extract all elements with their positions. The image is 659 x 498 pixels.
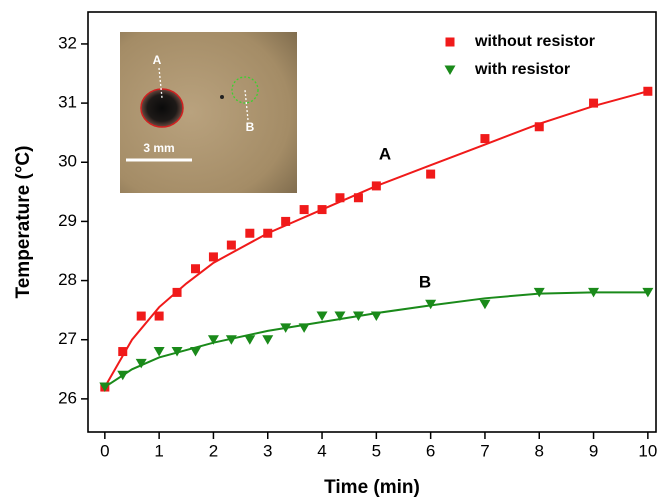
- data-point: [135, 358, 147, 369]
- inset-circle: [231, 76, 259, 104]
- data-point: [589, 98, 599, 108]
- inset-hole: [140, 88, 184, 128]
- x-tick-label: 9: [589, 441, 598, 460]
- y-tick-label: 31: [58, 93, 77, 112]
- data-point: [154, 311, 164, 321]
- y-tick-label: 28: [58, 270, 77, 289]
- x-tick-label: 4: [317, 441, 326, 460]
- data-point: [191, 264, 201, 274]
- x-tick-label: 8: [535, 441, 544, 460]
- data-point: [316, 311, 328, 322]
- annotation: A: [379, 144, 391, 163]
- data-point: [118, 347, 128, 357]
- data-point: [171, 347, 183, 357]
- inset-arrow: [158, 67, 163, 99]
- data-point: [99, 382, 111, 393]
- y-tick-label: 30: [58, 152, 77, 171]
- x-tick-label: 5: [372, 441, 381, 460]
- data-point: [534, 122, 544, 132]
- data-point: [208, 252, 218, 262]
- x-tick-label: 10: [638, 441, 657, 460]
- data-point: [352, 311, 364, 322]
- data-point: [172, 287, 182, 297]
- inset-arrow: [244, 89, 249, 121]
- data-point: [317, 205, 327, 215]
- y-axis-title: Temperature (°C): [13, 146, 34, 299]
- x-tick-label: 7: [480, 441, 489, 460]
- y-tick-label: 27: [58, 329, 77, 348]
- data-point: [370, 311, 382, 322]
- fit-curve: [104, 291, 648, 388]
- data-point: [117, 370, 129, 381]
- inset-photo: A B 3 mm: [120, 32, 297, 193]
- data-point: [280, 323, 292, 333]
- data-point: [225, 335, 237, 345]
- x-axis-title: Time (min): [324, 477, 420, 498]
- x-tick-label: 3: [263, 441, 272, 460]
- inset-spot: [220, 95, 224, 99]
- scale-bar-label: 3 mm: [143, 141, 174, 155]
- y-tick-label: 29: [58, 211, 77, 230]
- data-point: [588, 287, 600, 298]
- data-point: [263, 228, 273, 238]
- data-point: [245, 228, 255, 238]
- x-tick-label: 1: [154, 441, 163, 460]
- y-tick-label: 32: [58, 33, 77, 52]
- data-point: [335, 193, 345, 203]
- data-point: [136, 311, 146, 321]
- data-point: [226, 240, 236, 250]
- annotation: B: [419, 272, 431, 291]
- data-point: [533, 287, 545, 298]
- legend-label: with resistor: [474, 61, 570, 78]
- legend-marker: [444, 65, 456, 75]
- data-point: [371, 181, 381, 191]
- data-point: [298, 323, 310, 333]
- data-point: [262, 335, 274, 345]
- data-point: [190, 347, 202, 357]
- data-point: [642, 287, 654, 298]
- legend-label: without resistor: [474, 33, 595, 50]
- legend-marker: [445, 37, 455, 47]
- x-tick-label: 0: [100, 441, 109, 460]
- data-point: [479, 299, 491, 310]
- y-tick-label: 26: [58, 388, 77, 407]
- data-point: [244, 335, 256, 345]
- x-tick-label: 6: [426, 441, 435, 460]
- data-point: [299, 205, 309, 215]
- inset-label: A: [153, 53, 162, 67]
- data-point: [353, 193, 363, 203]
- data-point: [643, 86, 653, 96]
- data-point: [480, 134, 490, 144]
- data-point: [334, 311, 346, 322]
- inset-label: B: [246, 120, 255, 134]
- data-point: [426, 169, 436, 179]
- data-point: [153, 347, 165, 357]
- data-point: [425, 299, 437, 310]
- x-tick-label: 2: [209, 441, 218, 460]
- data-point: [207, 335, 219, 345]
- data-point: [281, 216, 291, 226]
